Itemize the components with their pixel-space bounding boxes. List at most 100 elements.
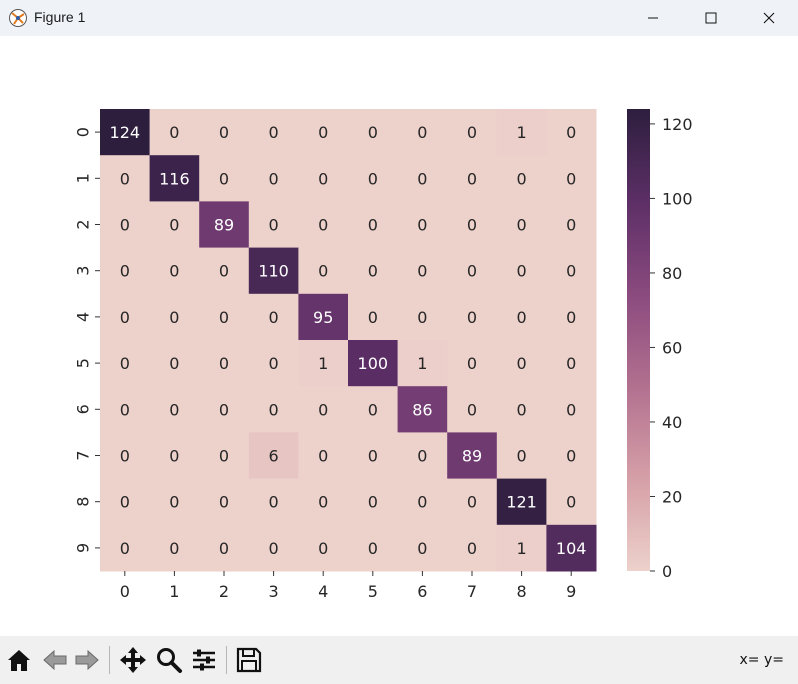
heatmap-cell	[248, 109, 299, 156]
x-tick-label: 6	[417, 582, 427, 601]
zoom-button[interactable]	[153, 644, 185, 676]
heatmap-cell	[100, 109, 151, 156]
heatmap-cell	[199, 109, 250, 156]
cell-value-label: 0	[269, 308, 279, 327]
maximize-button[interactable]	[682, 0, 740, 36]
colorbar-tick-label: 60	[662, 338, 682, 357]
cell-value-label: 0	[120, 400, 130, 419]
heatmap-cell	[546, 524, 597, 572]
cell-value-label: 110	[258, 262, 289, 281]
heatmap-cell	[199, 155, 250, 202]
cell-value-label: 0	[467, 123, 477, 142]
heatmap-cell	[149, 247, 200, 295]
cell-value-label: 0	[169, 539, 179, 558]
cell-value-label: 0	[517, 447, 527, 466]
cell-value-label: 0	[417, 447, 427, 466]
cell-value-label: 0	[368, 539, 378, 558]
close-button[interactable]	[740, 0, 798, 36]
heatmap-cell	[298, 201, 349, 249]
heatmap-cell	[546, 386, 597, 433]
forward-button[interactable]	[71, 644, 103, 676]
heatmap-cell	[100, 432, 151, 480]
heatmap-cell	[496, 109, 547, 156]
heatmap-cell	[397, 247, 448, 295]
home-icon	[8, 650, 30, 671]
cell-value-label: 0	[467, 400, 477, 419]
heatmap-cell	[397, 293, 448, 341]
heatmap-cell	[546, 201, 597, 249]
cell-value-label: 0	[517, 216, 527, 235]
cell-value-label: 104	[556, 539, 587, 558]
configure-subplots-button[interactable]	[188, 644, 220, 676]
configure-subplots-icon	[193, 649, 215, 671]
minimize-icon	[648, 17, 658, 19]
heatmap-cell	[348, 386, 399, 433]
cell-value-label: 0	[368, 169, 378, 188]
save-icon	[236, 647, 262, 673]
heatmap-cell	[546, 155, 597, 202]
cell-value-label: 0	[269, 169, 279, 188]
heatmap-cell	[546, 247, 597, 295]
cell-value-label: 0	[517, 354, 527, 373]
cell-value-label: 0	[417, 262, 427, 281]
save-button[interactable]	[233, 644, 265, 676]
heatmap-cell	[348, 293, 399, 341]
heatmap-cell	[298, 293, 349, 341]
heatmap-cell	[496, 478, 547, 526]
heatmap-cell	[248, 432, 299, 480]
pan-button[interactable]	[117, 644, 149, 676]
x-tick-label: 8	[517, 582, 527, 601]
cell-value-label: 0	[417, 308, 427, 327]
heatmap-cell	[100, 247, 151, 295]
heatmap-cell	[248, 293, 299, 341]
cell-value-label: 0	[219, 123, 229, 142]
heatmap-cell	[397, 201, 448, 249]
heatmap-cell	[149, 293, 200, 341]
maximize-icon	[705, 12, 717, 24]
heatmap-cell	[397, 432, 448, 480]
cell-value-label: 0	[318, 400, 328, 419]
y-tick-label: 0	[74, 127, 93, 137]
cell-value-label: 0	[417, 216, 427, 235]
minimize-button[interactable]	[624, 0, 682, 36]
heatmap-cell	[447, 293, 498, 341]
home-button[interactable]	[3, 644, 35, 676]
cell-value-label: 116	[159, 169, 190, 188]
heatmap-cell	[348, 109, 399, 156]
cell-value-label: 0	[566, 169, 576, 188]
heatmap-cell	[100, 155, 151, 202]
title-bar: Figure 1	[0, 0, 798, 36]
heatmap-cell	[100, 478, 151, 526]
cell-value-label: 1	[417, 354, 427, 373]
heatmap-cell	[199, 201, 250, 249]
heatmap-cell	[447, 386, 498, 433]
heatmap-cell	[348, 478, 399, 526]
heatmap-cell	[447, 109, 498, 156]
x-tick-label: 1	[169, 582, 179, 601]
cell-value-label: 0	[269, 400, 279, 419]
navigation-toolbar: x= y=	[0, 636, 798, 684]
y-tick-label: 4	[74, 312, 93, 322]
back-button[interactable]	[39, 644, 71, 676]
coordinates-readout: x= y=	[739, 652, 784, 668]
cell-value-label: 0	[120, 447, 130, 466]
heatmap-cell	[149, 340, 200, 387]
figure-canvas[interactable]: 124 0 0 0 0 0 0 0 1 0 0 116 0 0 0 0 0 0 0 0 0 0 89 0 0 0 0 0 0 0 0 0 0 11…	[0, 36, 798, 636]
close-icon	[763, 12, 775, 24]
heatmap-cell	[298, 340, 349, 387]
heatmap-cell	[496, 247, 547, 295]
heatmap-cell	[149, 155, 200, 202]
cell-value-label: 0	[566, 354, 576, 373]
cell-value-label: 0	[169, 354, 179, 373]
cell-value-label: 0	[417, 169, 427, 188]
cell-value-label: 0	[467, 262, 477, 281]
heatmap-cell	[447, 247, 498, 295]
heatmap-cell	[397, 155, 448, 202]
cell-value-label: 0	[318, 216, 328, 235]
heatmap-cell	[248, 386, 299, 433]
back-icon	[43, 649, 67, 671]
x-tick-label: 7	[467, 582, 477, 601]
heatmap-cell	[199, 293, 250, 341]
cell-value-label: 0	[120, 539, 130, 558]
cell-value-label: 0	[318, 123, 328, 142]
